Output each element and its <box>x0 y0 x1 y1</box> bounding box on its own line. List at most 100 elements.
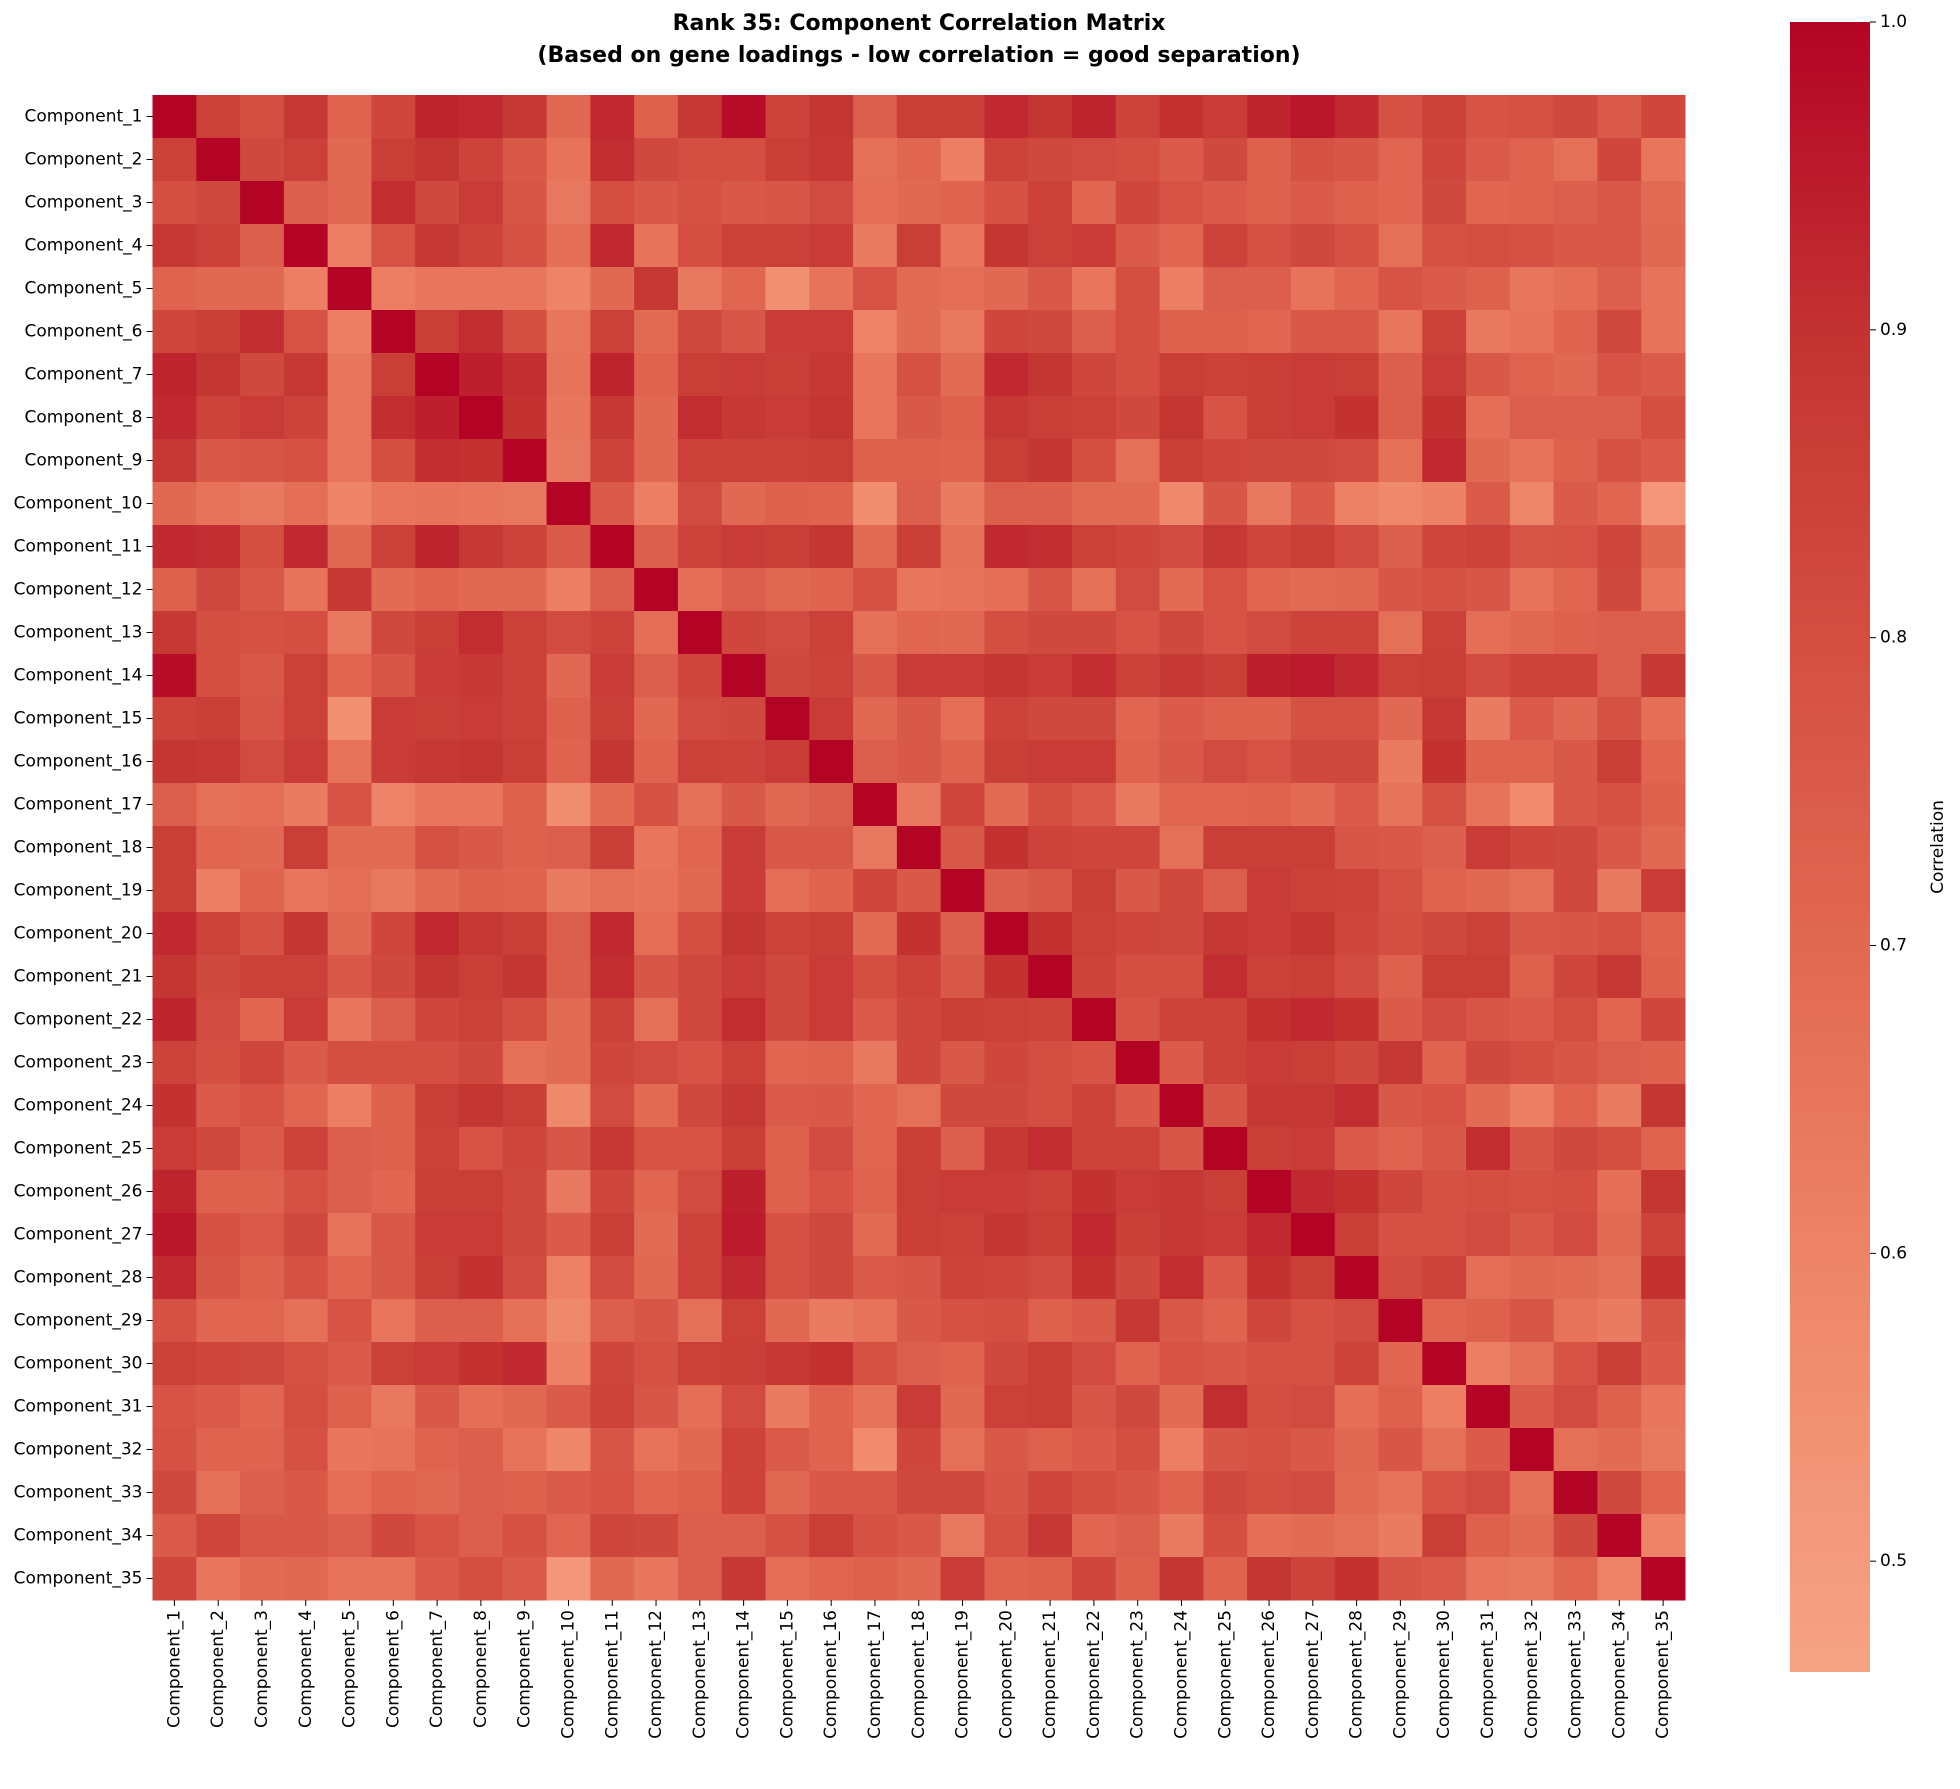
heatmap-cell <box>371 1256 416 1300</box>
heatmap-cell <box>1334 525 1379 569</box>
heatmap-cell <box>896 267 942 311</box>
heatmap-cell <box>1247 482 1292 526</box>
heatmap-cell <box>546 697 591 741</box>
heatmap-cell <box>896 1084 942 1128</box>
heatmap-cell <box>1072 1471 1117 1515</box>
heatmap-cell <box>459 353 504 397</box>
heatmap-cell <box>1422 482 1467 526</box>
heatmap-cell <box>1597 1385 1642 1429</box>
heatmap-cell <box>152 611 197 655</box>
heatmap-cell <box>196 396 241 440</box>
heatmap-cell <box>459 568 504 612</box>
heatmap-cell <box>677 1127 723 1171</box>
heatmap-cell <box>765 1170 810 1214</box>
x-tick-label: Component_35 <box>1653 1610 1673 1739</box>
heatmap-cell <box>327 1213 372 1257</box>
heatmap-cell <box>415 1471 460 1515</box>
heatmap-cell <box>765 1127 810 1171</box>
heatmap-cell <box>196 1299 241 1343</box>
heatmap-cell <box>415 1084 460 1128</box>
heatmap-cell <box>940 697 985 741</box>
heatmap-cell <box>634 998 679 1042</box>
heatmap-cell <box>940 1471 985 1515</box>
heatmap-cell <box>1159 783 1204 827</box>
x-tick-label: Component_11 <box>602 1610 622 1739</box>
heatmap-cell <box>765 1471 810 1515</box>
heatmap-cell <box>371 353 416 397</box>
heatmap-cell <box>1203 396 1248 440</box>
heatmap-cell <box>1553 310 1598 354</box>
heatmap-cell <box>1378 353 1423 397</box>
heatmap-cell <box>1290 1299 1336 1343</box>
heatmap-cell <box>721 654 766 698</box>
heatmap-cell <box>1509 138 1555 182</box>
heatmap-cell <box>1072 826 1117 870</box>
heatmap-cell <box>677 181 723 225</box>
y-tick-label: Component_28 <box>14 1268 143 1288</box>
heatmap-cell <box>1072 1428 1117 1472</box>
heatmap-cell <box>677 396 723 440</box>
heatmap-cell <box>1072 955 1117 999</box>
heatmap-cell <box>1553 1084 1598 1128</box>
heatmap-cell <box>940 611 985 655</box>
heatmap-cell <box>1378 1299 1423 1343</box>
heatmap-cell <box>984 439 1029 483</box>
heatmap-cell <box>196 439 241 483</box>
heatmap-cell <box>896 1299 942 1343</box>
heatmap-cell <box>1334 439 1379 483</box>
heatmap-cell <box>853 1256 898 1300</box>
heatmap-cell <box>1159 611 1204 655</box>
heatmap-cell <box>1378 267 1423 311</box>
heatmap-cell <box>1641 439 1686 483</box>
heatmap-cell <box>1509 224 1555 268</box>
x-tick-label: Component_2 <box>208 1610 228 1728</box>
heatmap-cell <box>1203 310 1248 354</box>
heatmap-cell <box>634 1514 679 1558</box>
heatmap-cell <box>1509 1084 1555 1128</box>
heatmap-cell <box>721 1256 766 1300</box>
heatmap-cell <box>283 654 329 698</box>
heatmap-cell <box>459 1084 504 1128</box>
heatmap-cell <box>1290 525 1336 569</box>
heatmap-cell <box>502 568 548 612</box>
heatmap-cell <box>809 267 854 311</box>
heatmap-cell <box>502 826 548 870</box>
heatmap-cell <box>1422 1256 1467 1300</box>
heatmap-cell <box>1422 869 1467 913</box>
heatmap-cell <box>502 654 548 698</box>
heatmap-cell <box>1509 783 1555 827</box>
heatmap-cell <box>721 138 766 182</box>
heatmap-cell <box>152 396 197 440</box>
heatmap-cell <box>1072 525 1117 569</box>
heatmap-cell <box>1203 1471 1248 1515</box>
heatmap-cell <box>546 95 591 139</box>
heatmap-cell <box>940 310 985 354</box>
heatmap-cell <box>1597 224 1642 268</box>
x-tick-label: Component_3 <box>252 1610 272 1728</box>
heatmap-cell <box>1641 568 1686 612</box>
heatmap-cell <box>546 396 591 440</box>
heatmap-cell <box>502 525 548 569</box>
heatmap-cell <box>502 1213 548 1257</box>
heatmap-cell <box>1378 1256 1423 1300</box>
heatmap-cell <box>1378 611 1423 655</box>
heatmap-cell <box>546 267 591 311</box>
heatmap-cell <box>1553 1557 1598 1601</box>
heatmap-cell <box>327 1385 372 1429</box>
heatmap-cell <box>809 955 854 999</box>
heatmap-cell <box>1378 1127 1423 1171</box>
heatmap-cell <box>677 998 723 1042</box>
x-tick-label: Component_31 <box>1478 1610 1498 1739</box>
heatmap-cell <box>327 568 372 612</box>
heatmap-cell <box>1509 998 1555 1042</box>
heatmap-cell <box>1290 1342 1336 1386</box>
heatmap-cell <box>590 1342 635 1386</box>
heatmap-cell <box>196 783 241 827</box>
heatmap-cell <box>415 783 460 827</box>
heatmap-cell <box>415 1514 460 1558</box>
heatmap-cell <box>1334 568 1379 612</box>
heatmap-cell <box>502 740 548 784</box>
heatmap-cell <box>1509 611 1555 655</box>
heatmap-cell <box>1553 611 1598 655</box>
x-tick-label: Component_19 <box>953 1610 973 1739</box>
